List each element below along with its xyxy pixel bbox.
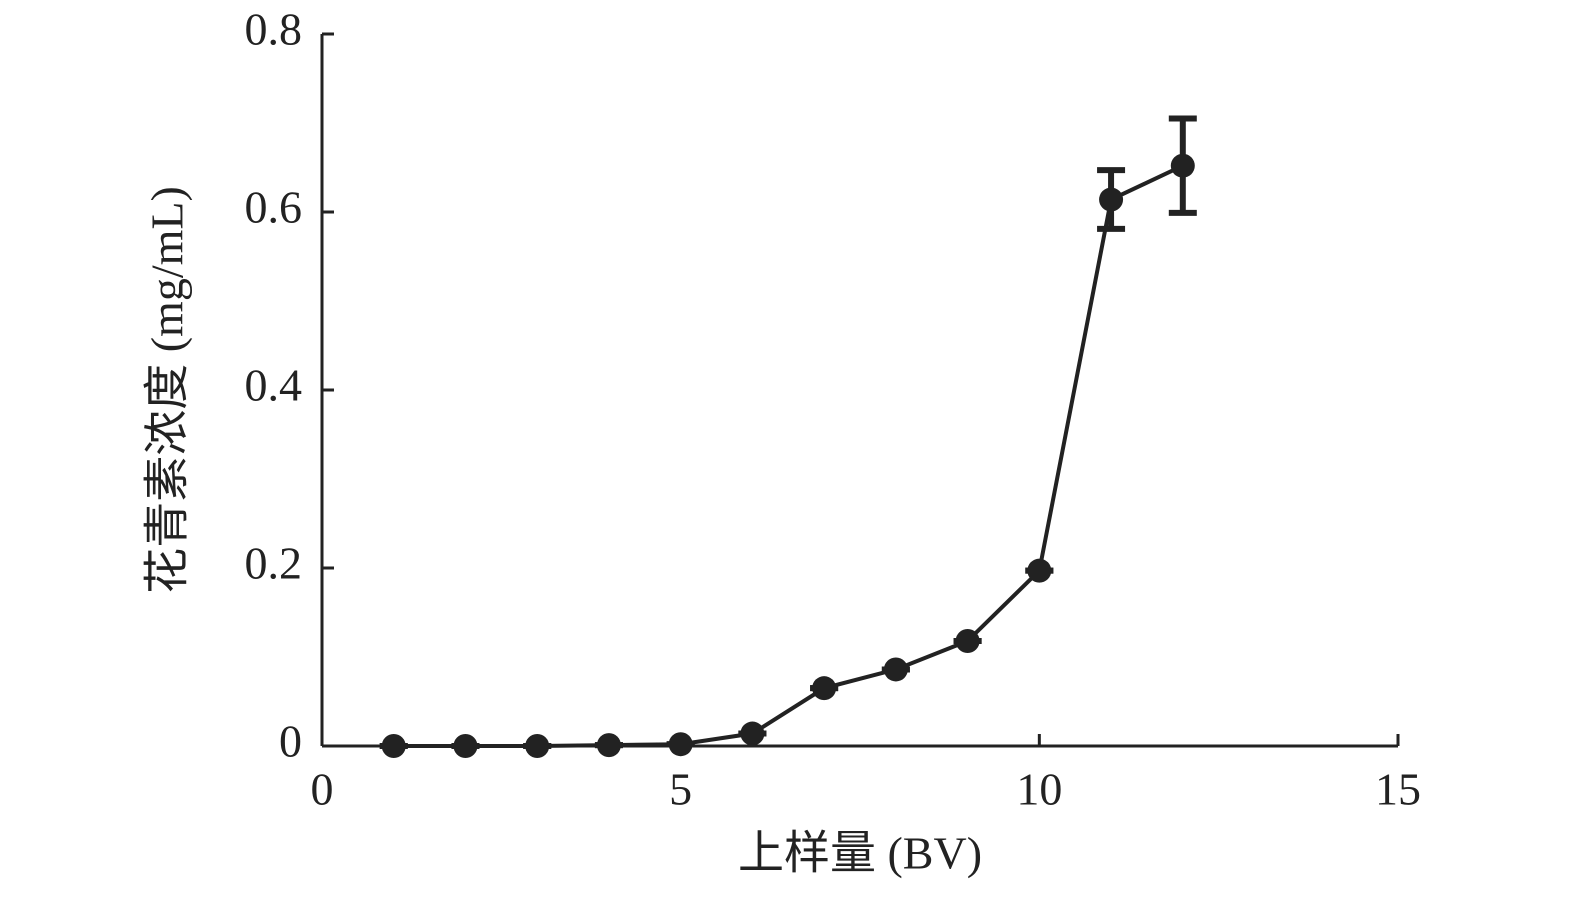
data-point [668,732,693,757]
y-tick-label: 0 [279,716,302,767]
data-point [596,733,621,758]
data-line [393,163,1184,748]
x-tick-label: 5 [669,764,692,815]
data-point [1027,558,1052,583]
x-tick-label: 0 [311,764,334,815]
x-tick-label: 10 [1016,764,1062,815]
x-axis-label: 上样量 (BV) [738,828,982,879]
y-tick-label: 0.4 [245,360,303,411]
data-point [812,676,837,701]
y-tick-label: 0.2 [245,538,303,589]
data-point [1170,153,1195,178]
x-tick-label: 15 [1375,764,1421,815]
data-point [883,657,908,682]
data-point [525,734,550,758]
data-point [381,734,406,758]
y-axis-label: 花青素浓度 (mg/mL) [142,186,193,594]
data-point [955,628,980,653]
data-point [453,734,478,758]
y-tick-label: 0.8 [245,4,303,55]
data-point [1099,187,1124,212]
y-tick-label: 0.6 [245,182,303,233]
data-point [740,721,765,746]
